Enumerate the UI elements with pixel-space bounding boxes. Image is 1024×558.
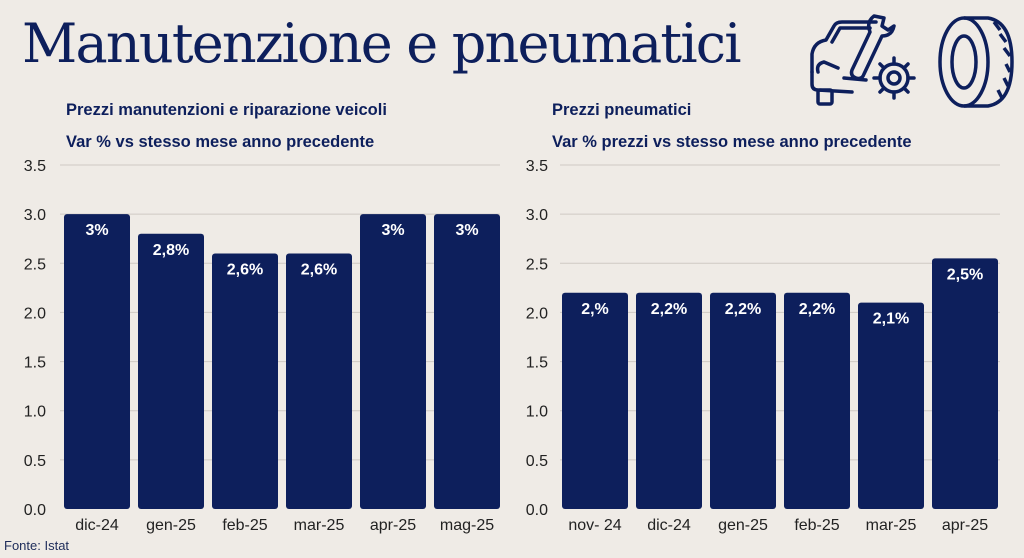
left-bar-data-label: 3% bbox=[381, 222, 404, 239]
chart-right-subtitle: Prezzi pneumatici bbox=[552, 101, 692, 119]
right-y-tick-label: 0.0 bbox=[526, 502, 548, 519]
right-y-tick-label: 3.0 bbox=[526, 207, 548, 224]
right-bar bbox=[562, 292, 628, 509]
left-x-tick-label: mag-25 bbox=[440, 517, 494, 534]
right-y-tick-label: 3.5 bbox=[526, 158, 548, 175]
right-x-tick-label: mar-25 bbox=[866, 517, 917, 534]
left-y-tick-label: 0.5 bbox=[24, 453, 46, 470]
car-wrench-gear-icon bbox=[810, 14, 916, 106]
left-x-tick-label: apr-25 bbox=[370, 517, 416, 534]
right-y-tick-label: 1.5 bbox=[526, 355, 548, 372]
tire-icon bbox=[938, 16, 1014, 108]
page-title: Manutenzione e pneumatici bbox=[22, 12, 742, 75]
right-bar-data-label: 2,5% bbox=[947, 266, 983, 283]
left-bar-data-label: 2,8% bbox=[153, 242, 189, 259]
right-bar bbox=[636, 292, 702, 509]
source-note: Fonte: Istat bbox=[4, 538, 70, 553]
left-bar bbox=[138, 233, 204, 510]
left-bar bbox=[64, 214, 130, 509]
chart-left: 0.0 0.5 1.0 1.5 2.0 2.5 3.0 3.5 3% dic-24 2,8% gen-… bbox=[24, 158, 500, 534]
right-bar-data-label: 2,1% bbox=[873, 311, 909, 328]
right-y-tick-label: 2.0 bbox=[526, 305, 548, 322]
left-bar bbox=[212, 253, 278, 509]
right-bar-data-label: 2,2% bbox=[651, 301, 687, 318]
left-bar-data-label: 2,6% bbox=[227, 261, 263, 278]
right-y-tick-label: 2.5 bbox=[526, 256, 548, 273]
left-y-tick-label: 3.5 bbox=[24, 158, 46, 175]
left-x-tick-label: gen-25 bbox=[146, 517, 196, 534]
left-y-tick-label: 1.0 bbox=[24, 404, 46, 421]
left-x-tick-label: mar-25 bbox=[294, 517, 345, 534]
right-x-tick-label: feb-25 bbox=[794, 517, 839, 534]
right-y-tick-label: 0.5 bbox=[526, 453, 548, 470]
left-y-tick-label: 0.0 bbox=[24, 502, 46, 519]
right-x-tick-label: gen-25 bbox=[718, 517, 768, 534]
chart-left-subtitle-2: Var % vs stesso mese anno precedente bbox=[66, 133, 375, 151]
right-bar bbox=[932, 258, 998, 509]
left-y-tick-label: 2.5 bbox=[24, 256, 46, 273]
left-x-tick-label: dic-24 bbox=[75, 517, 119, 534]
right-x-tick-label: apr-25 bbox=[942, 517, 988, 534]
left-bar-data-label: 3% bbox=[85, 222, 108, 239]
left-x-tick-label: feb-25 bbox=[222, 517, 267, 534]
right-x-tick-label: dic-24 bbox=[647, 517, 691, 534]
left-y-tick-label: 1.5 bbox=[24, 355, 46, 372]
left-bar-data-label: 3% bbox=[455, 222, 478, 239]
left-bar bbox=[434, 214, 500, 509]
chart-right: 0.0 0.5 1.0 1.5 2.0 2.5 3.0 3.5 2,% nov- 24 2,2% di… bbox=[526, 158, 1000, 534]
chart-left-subtitle: Prezzi manutenzioni e riparazione veicol… bbox=[66, 101, 387, 119]
right-bar bbox=[858, 302, 924, 509]
left-bar bbox=[360, 214, 426, 509]
right-bar-data-label: 2,2% bbox=[799, 301, 835, 318]
right-x-tick-label: nov- 24 bbox=[568, 517, 621, 534]
chart-right-subtitle-2: Var % prezzi vs stesso mese anno precede… bbox=[552, 133, 912, 151]
left-bar bbox=[286, 253, 352, 509]
right-bar-data-label: 2,2% bbox=[725, 301, 761, 318]
right-y-tick-label: 1.0 bbox=[526, 404, 548, 421]
right-bar bbox=[710, 292, 776, 509]
right-bar bbox=[784, 292, 850, 509]
left-y-tick-label: 2.0 bbox=[24, 305, 46, 322]
left-bar-data-label: 2,6% bbox=[301, 261, 337, 278]
right-bar-data-label: 2,% bbox=[581, 301, 609, 318]
left-y-tick-label: 3.0 bbox=[24, 207, 46, 224]
